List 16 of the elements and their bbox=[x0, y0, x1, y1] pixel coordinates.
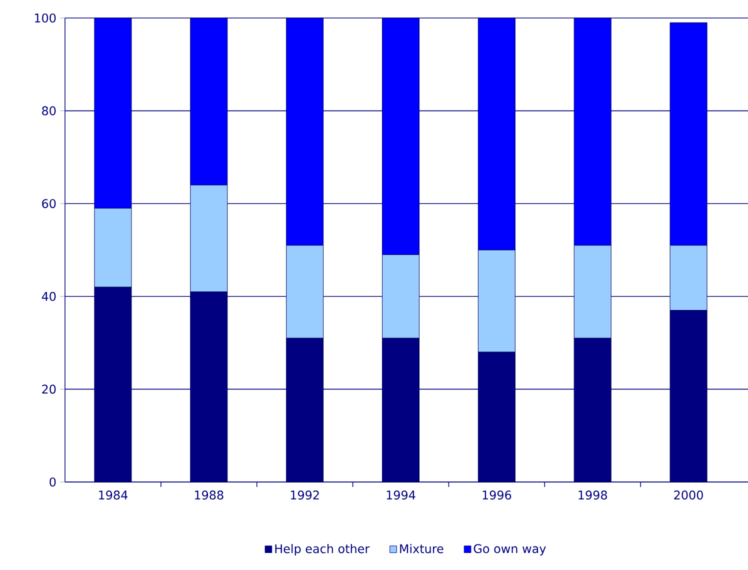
x-tick-label: 1998 bbox=[578, 490, 607, 500]
y-tick-label: 40 bbox=[42, 292, 56, 301]
y-tick-label: 100 bbox=[34, 13, 56, 23]
y-tick-label: 60 bbox=[42, 199, 56, 208]
legend-label: Go own way bbox=[474, 544, 546, 556]
y-tick-label: 0 bbox=[50, 477, 56, 487]
x-tick-label: 1994 bbox=[386, 490, 416, 500]
legend-label: Mixture bbox=[400, 544, 444, 554]
y-tick-label: 80 bbox=[42, 106, 56, 116]
x-tick-label: 1996 bbox=[482, 490, 512, 500]
x-tick-label: 1988 bbox=[194, 490, 224, 500]
x-tick-label: 2000 bbox=[674, 490, 703, 500]
x-tick-label: 1984 bbox=[99, 490, 128, 500]
y-tick-label: 20 bbox=[42, 384, 56, 394]
legend-label: Help each other bbox=[275, 544, 370, 556]
x-tick-label: 1992 bbox=[290, 490, 319, 500]
